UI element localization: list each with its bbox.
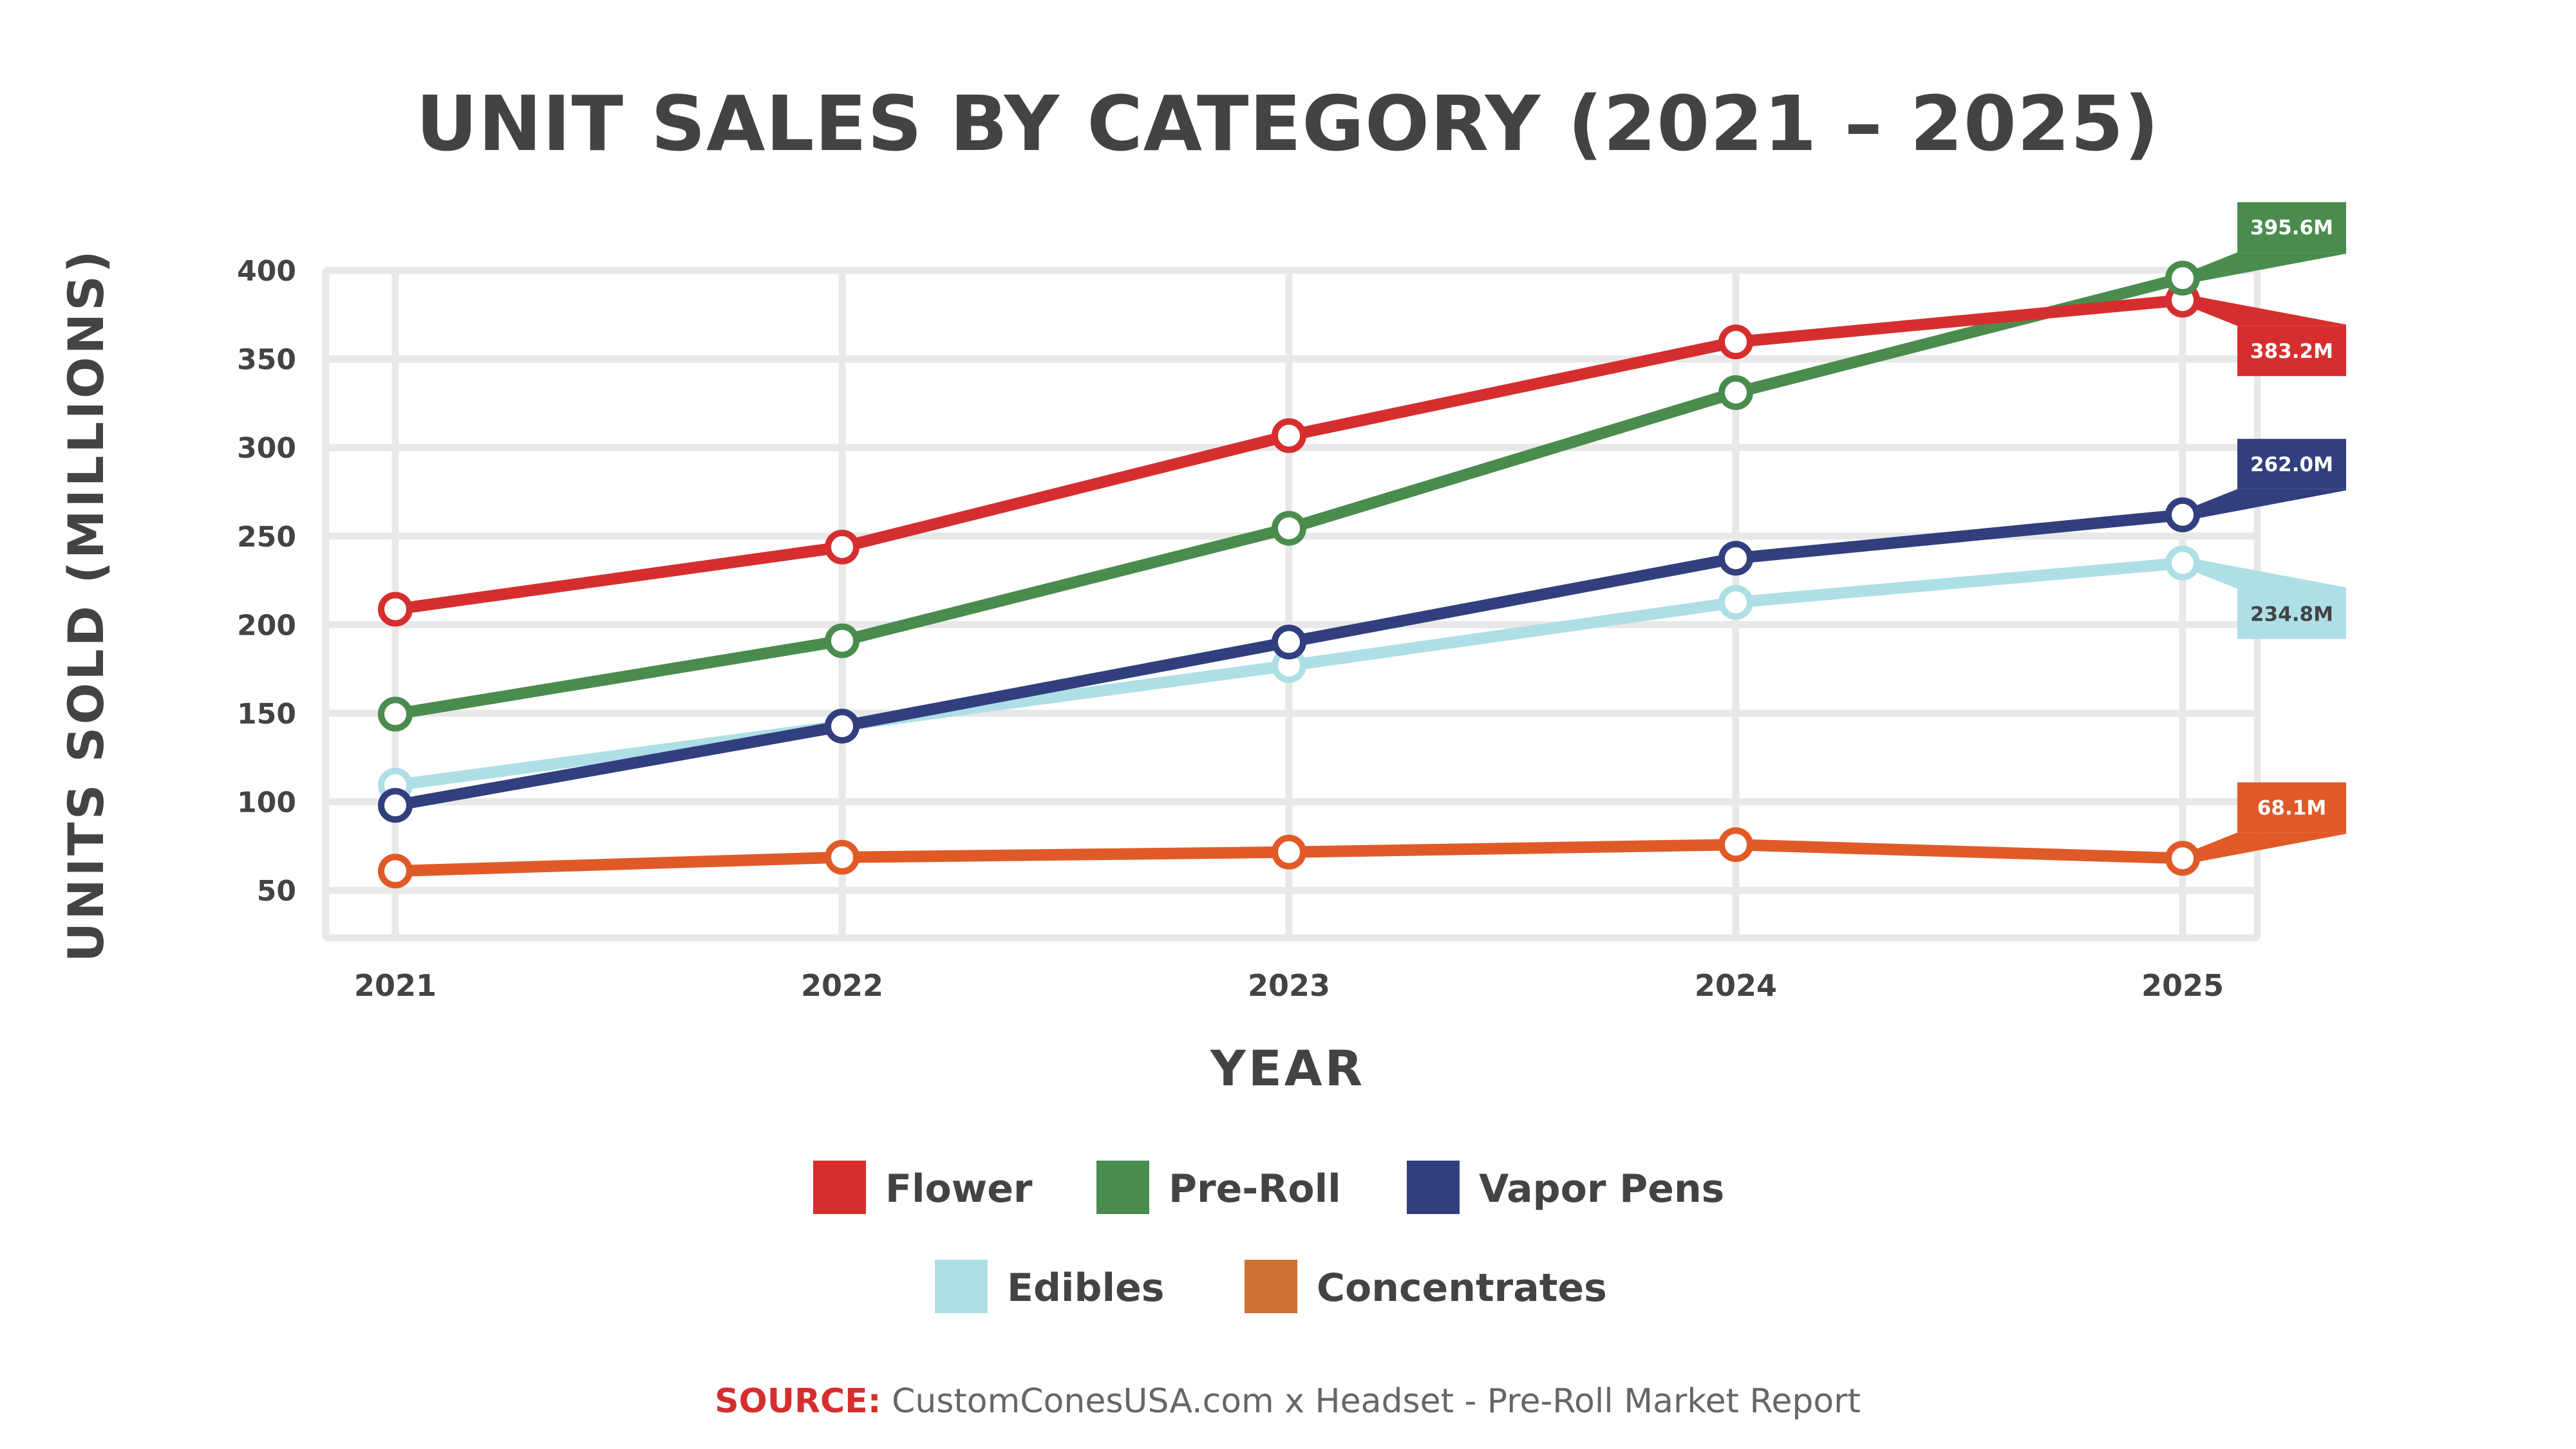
data-point (378, 788, 413, 823)
legend-swatch (935, 1260, 988, 1313)
y-axis-title: UNITS SOLD (MILLIONS) (57, 248, 115, 962)
data-point (1272, 624, 1306, 660)
label-pointer (2183, 557, 2346, 589)
data-point (378, 592, 413, 627)
y-tick-label: 300 (237, 432, 296, 465)
value-label: 395.6M (2250, 216, 2333, 239)
label-box (2237, 588, 2346, 639)
data-point (1718, 375, 1753, 410)
data-point (1272, 510, 1306, 546)
label-box (2237, 438, 2346, 489)
x-axis-title: YEAR (1210, 1040, 1365, 1097)
label-pointer (2183, 252, 2346, 284)
legend-swatch (1245, 1260, 1297, 1313)
source-note: SOURCE: CustomConesUSA.com x Headset - P… (715, 1382, 1861, 1421)
data-point (1718, 541, 1753, 576)
label-pointer (2183, 832, 2346, 864)
y-tick-label: 50 (257, 875, 296, 908)
value-label: 68.1M (2257, 796, 2326, 819)
legend-item-flower: Flower (813, 1161, 1033, 1214)
legend-label: Pre-Roll (1169, 1166, 1341, 1211)
end-label-concentrates: 68.1M (2165, 782, 2346, 876)
y-tick-label: 100 (237, 787, 296, 819)
data-point (1272, 418, 1306, 453)
y-tick-label: 250 (237, 521, 296, 554)
legend-swatch (1096, 1161, 1149, 1214)
legend-label: Vapor Pens (1479, 1166, 1724, 1211)
data-point (2165, 841, 2200, 876)
end-labels: 383.2M 395.6M 262.0M 234.8M 68.1M (2165, 202, 2346, 876)
legend-swatch (813, 1161, 866, 1214)
label-box (2237, 326, 2346, 377)
x-tick-label: 2022 (801, 968, 883, 1003)
series-layer (378, 261, 2200, 889)
y-tick-label: 400 (237, 255, 296, 288)
x-tick-label: 2024 (1695, 968, 1777, 1003)
label-box (2237, 202, 2346, 253)
data-point (1718, 324, 1753, 360)
end-label-flower: 383.2M (2165, 283, 2346, 377)
value-label: 262.0M (2250, 453, 2333, 476)
label-box (2237, 782, 2346, 833)
end-label-vapor-pens: 262.0M (2165, 438, 2346, 532)
data-point (1718, 827, 1753, 863)
label-pointer (2183, 295, 2346, 326)
data-point (2165, 497, 2200, 532)
legend-label: Flower (885, 1166, 1033, 1211)
label-pointer (2183, 489, 2346, 520)
x-tick-label: 2025 (2141, 968, 2224, 1003)
source-prefix: SOURCE: (715, 1382, 881, 1421)
legend: Flower Pre-Roll Vapor Pens Edibles Concentra… (813, 1161, 1724, 1313)
source-text: CustomConesUSA.com x Headset - Pre-Roll … (881, 1382, 1861, 1421)
data-point (378, 696, 413, 732)
chart-title: UNIT SALES BY CATEGORY (2021 – 2025) (416, 79, 2159, 168)
x-tick-label: 2023 (1248, 968, 1330, 1003)
data-point (378, 854, 413, 889)
y-axis-ticks: 50 100 150 200 250 300 350 400 (237, 255, 296, 908)
legend-label: Concentrates (1317, 1266, 1607, 1311)
value-label: 234.8M (2250, 603, 2333, 626)
y-tick-label: 150 (237, 698, 296, 731)
legend-item-pre-roll: Pre-Roll (1096, 1161, 1341, 1214)
y-tick-label: 350 (237, 344, 296, 377)
y-tick-label: 200 (237, 609, 296, 642)
value-label: 383.2M (2250, 340, 2333, 363)
data-point (1718, 584, 1753, 620)
legend-item-vapor-pens: Vapor Pens (1407, 1161, 1724, 1214)
data-point (825, 529, 860, 565)
data-point (1272, 834, 1306, 870)
x-axis-ticks: 2021 2022 2023 2024 2025 (354, 968, 2224, 1003)
data-point (2165, 261, 2200, 296)
legend-swatch (1407, 1161, 1460, 1214)
data-point (825, 623, 860, 659)
end-label-pre-roll: 395.6M (2165, 202, 2346, 296)
legend-label: Edibles (1007, 1266, 1164, 1311)
x-tick-label: 2021 (354, 968, 437, 1003)
legend-item-concentrates: Concentrates (1245, 1260, 1607, 1313)
data-point (825, 839, 860, 875)
end-label-edibles: 234.8M (2165, 545, 2346, 639)
data-point (825, 709, 860, 744)
legend-item-edibles: Edibles (935, 1260, 1164, 1313)
data-point (2165, 545, 2200, 581)
